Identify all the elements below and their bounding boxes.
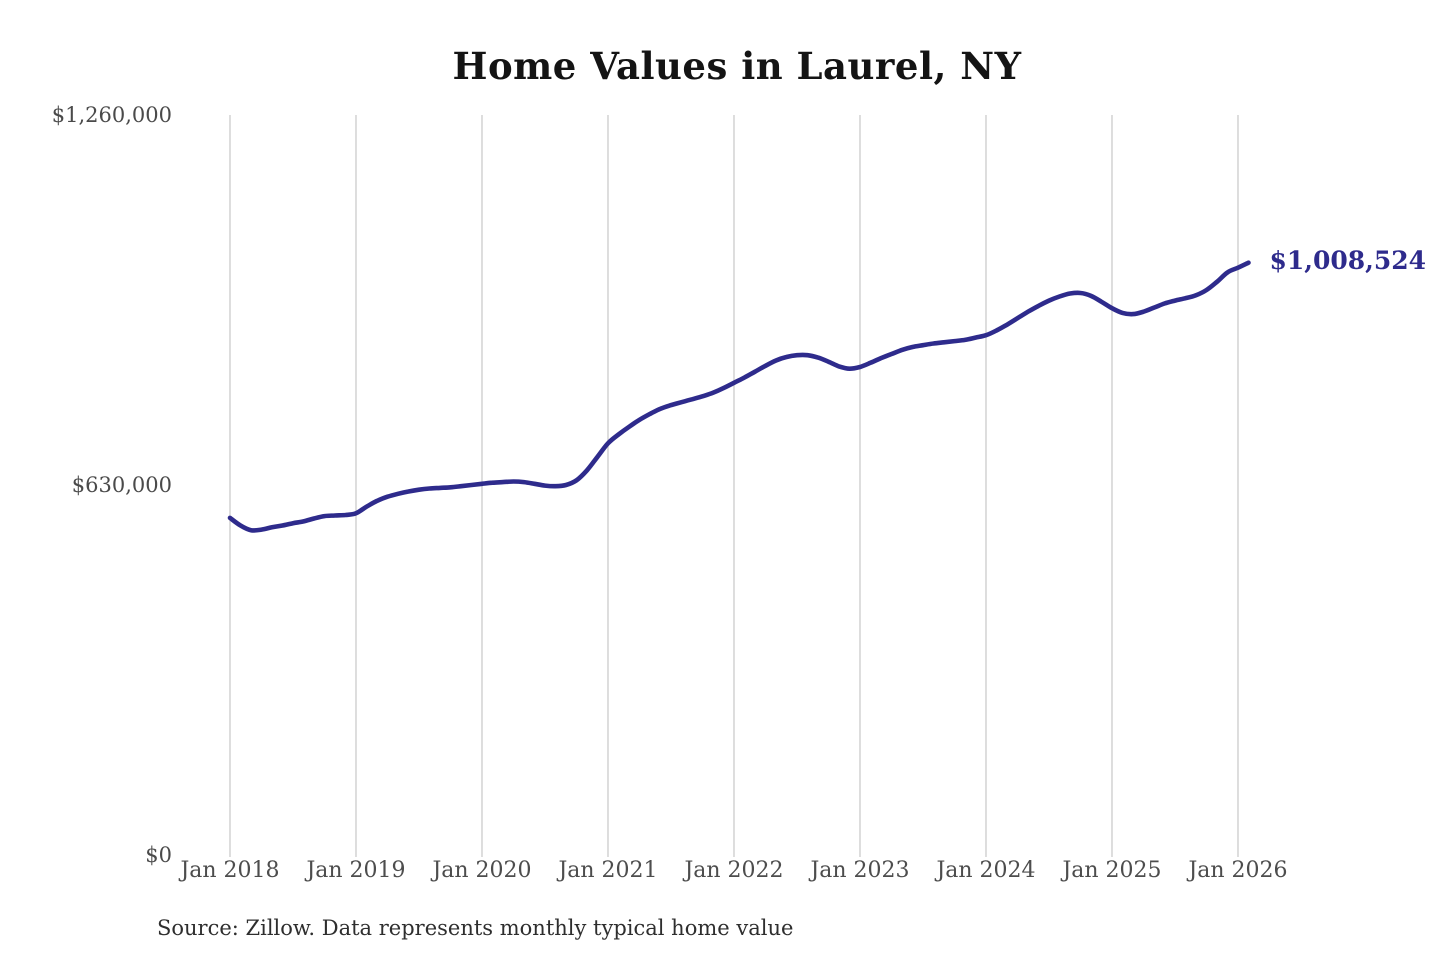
x-axis-tick-label: Jan 2022: [684, 858, 784, 883]
x-axis-tick-label: Jan 2020: [432, 858, 532, 883]
x-axis-tick-label: Jan 2021: [558, 858, 658, 883]
chart-title: Home Values in Laurel, NY: [452, 44, 1022, 88]
y-axis-tick-label: $0: [145, 843, 172, 867]
x-axis-tick-label: Jan 2019: [306, 858, 406, 883]
y-axis-tick-label: $630,000: [71, 473, 172, 497]
x-axis-tick-label: Jan 2025: [1062, 858, 1162, 883]
y-axis-tick-label: $1,260,000: [51, 103, 172, 127]
x-axis-tick-label: Jan 2026: [1188, 858, 1288, 883]
value-line: [227, 260, 1251, 533]
latest-value-label: $1,008,524: [1269, 245, 1427, 275]
x-axis-tick-label: Jan 2018: [180, 858, 280, 883]
x-axis-tick-label: Jan 2024: [936, 858, 1036, 883]
x-axis-tick-label: Jan 2023: [810, 858, 910, 883]
source-note: Source: Zillow. Data represents monthly …: [157, 916, 794, 940]
